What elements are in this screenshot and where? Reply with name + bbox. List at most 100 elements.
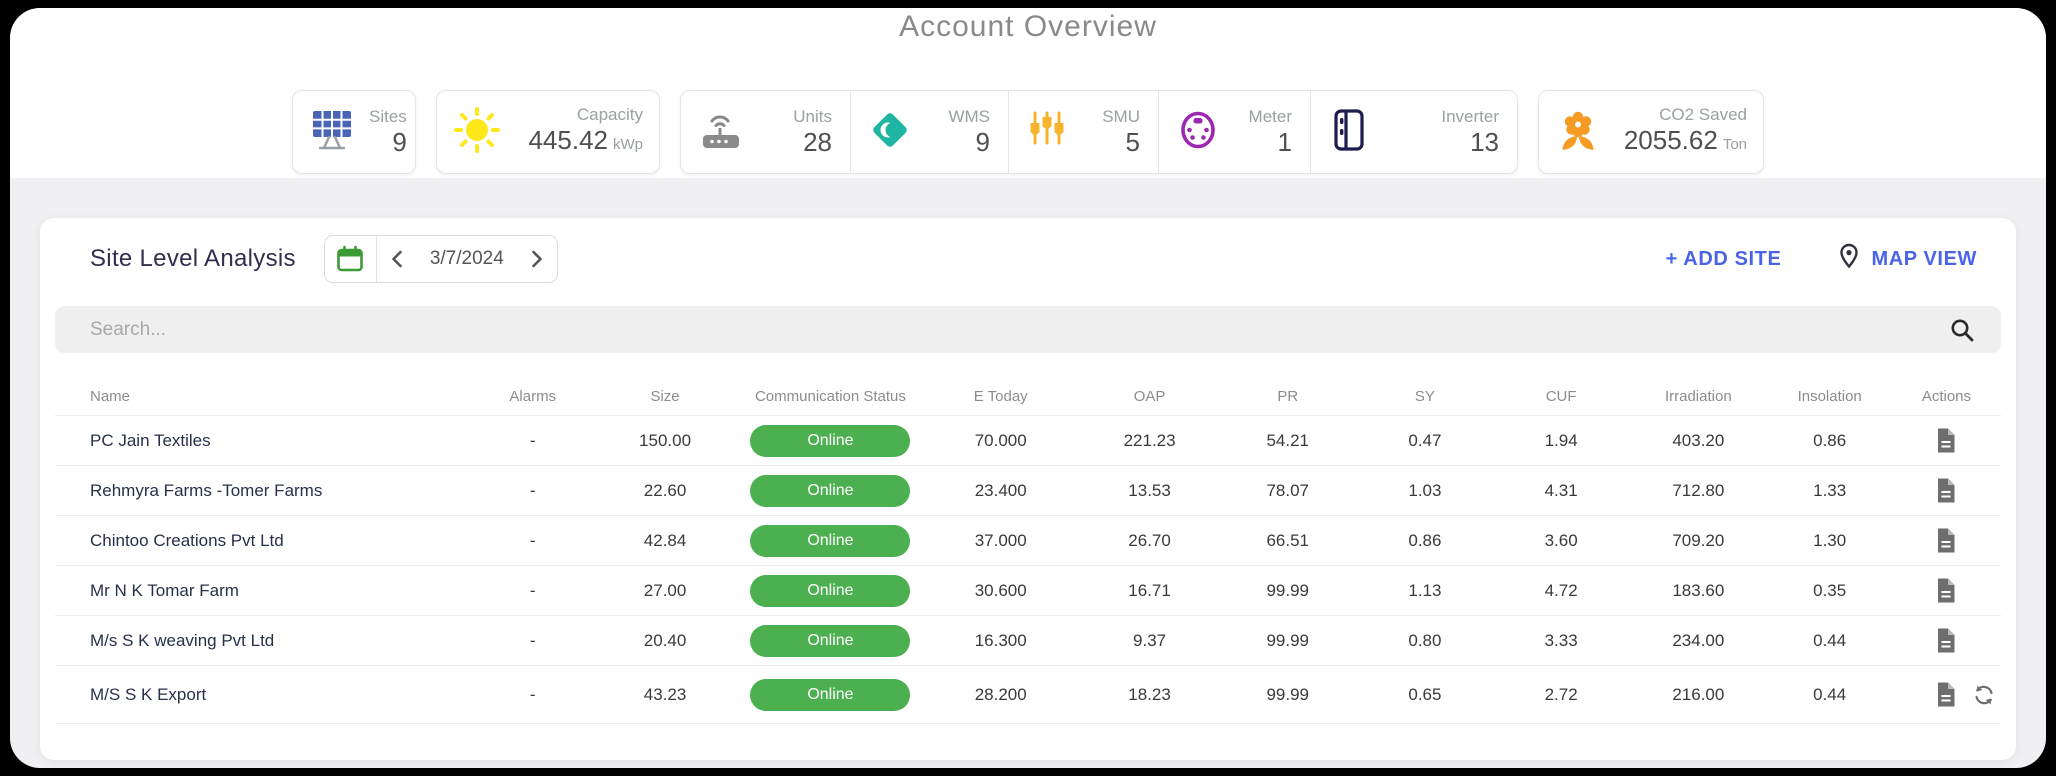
cuf-value: 4.72 (1544, 580, 1578, 600)
capacity-card: Capacity 445.42 kWp (436, 90, 660, 174)
pr-value: 99.99 (1266, 684, 1309, 704)
col-size: Size (650, 387, 680, 405)
site-name[interactable]: PC Jain Textiles (90, 430, 211, 450)
report-icon[interactable] (1935, 477, 1957, 504)
communication-status-cell: Online (740, 678, 921, 711)
controls-row: Site Level Analysis 3/7/2024 (55, 234, 2001, 284)
previous-date-icon[interactable] (377, 236, 417, 282)
pr-value: 78.07 (1266, 480, 1309, 500)
stats-row: Sites 9 (10, 90, 2046, 174)
capacity-value: 445.42 (528, 124, 608, 155)
smu-value: 5 (1125, 127, 1140, 157)
inverter-value: 13 (1470, 127, 1499, 157)
header-actions: + ADD SITE MAP VIEW (1666, 243, 1977, 275)
alarms-value: - (529, 684, 536, 704)
map-view-button[interactable]: MAP VIEW (1839, 243, 1977, 275)
devices-card: Units 28 (680, 90, 1518, 174)
col-communication-status: Communication Status (755, 387, 906, 405)
site-name[interactable]: M/S S K Export (90, 684, 207, 704)
e-today-value: 23.400 (974, 480, 1027, 500)
search-bar (55, 306, 2001, 353)
table-header: Name Alarms Size Communication Status E … (55, 377, 2001, 415)
status-badge: Online (750, 574, 911, 607)
insolation-value: 1.33 (1813, 480, 1847, 500)
sy-value: 0.80 (1408, 630, 1442, 650)
insolation-value: 1.30 (1813, 530, 1847, 550)
irradiation-value: 403.20 (1672, 430, 1725, 450)
sites-value: 9 (392, 127, 407, 157)
weather-station-icon (869, 109, 911, 156)
e-today-value: 70.000 (974, 430, 1027, 450)
irradiation-value: 234.00 (1672, 630, 1725, 650)
meter-cell: Meter 1 (1159, 91, 1311, 173)
col-e-today: E Today (973, 387, 1028, 405)
wms-value: 9 (975, 127, 990, 157)
alarms-value: - (529, 580, 536, 600)
calendar-icon[interactable] (325, 236, 377, 282)
co2-value: 2055.62 (1623, 124, 1718, 155)
e-today-value: 30.600 (974, 580, 1027, 600)
e-today-value: 28.200 (974, 684, 1027, 704)
co2-label: CO2 Saved (1659, 104, 1747, 124)
sun-icon (453, 106, 501, 159)
irradiation-value: 216.00 (1672, 684, 1725, 704)
wms-label: WMS (948, 107, 990, 126)
pr-value: 99.99 (1266, 630, 1309, 650)
units-label: Units (793, 107, 832, 126)
table-row[interactable]: Chintoo Creations Pvt Ltd - 42.84 Online… (55, 515, 2001, 565)
header: Account Overview (10, 8, 2046, 178)
selected-date: 3/7/2024 (429, 248, 504, 269)
inverter-label: Inverter (1441, 107, 1499, 126)
add-site-label: + ADD SITE (1665, 247, 1782, 270)
alarms-value: - (529, 430, 536, 450)
irradiation-value: 183.60 (1672, 580, 1725, 600)
search-input[interactable] (55, 318, 1923, 341)
table-row[interactable]: M/s S K weaving Pvt Ltd - 20.40 Online 1… (55, 615, 2001, 665)
col-alarms: Alarms (509, 387, 557, 405)
report-icon[interactable] (1935, 627, 1957, 654)
capacity-label: Capacity (576, 104, 643, 124)
router-icon (699, 109, 743, 156)
site-name[interactable]: Rehmyra Farms -Tomer Farms (90, 480, 323, 500)
site-name[interactable]: Chintoo Creations Pvt Ltd (90, 530, 284, 550)
map-view-label: MAP VIEW (1871, 247, 1977, 270)
co2-unit: Ton (1722, 135, 1747, 153)
pr-value: 99.99 (1266, 580, 1309, 600)
report-icon[interactable] (1935, 427, 1957, 454)
smu-cell: SMU 5 (1009, 91, 1159, 173)
site-name[interactable]: M/s S K weaving Pvt Ltd (90, 630, 275, 650)
status-badge: Online (750, 424, 911, 457)
capacity-unit: kWp (613, 135, 643, 153)
report-icon[interactable] (1935, 681, 1957, 708)
actions-cell (1892, 427, 2001, 454)
inverter-icon (1329, 108, 1369, 157)
flower-icon (1555, 107, 1601, 158)
report-icon[interactable] (1935, 577, 1957, 604)
size-value: 20.40 (643, 630, 687, 650)
e-today-value: 37.000 (974, 530, 1027, 550)
meter-socket-icon (1177, 109, 1219, 156)
co2-card: CO2 Saved 2055.62 Ton (1538, 90, 1764, 174)
col-pr: PR (1277, 387, 1299, 405)
site-name[interactable]: Mr N K Tomar Farm (90, 580, 239, 600)
sy-value: 0.65 (1408, 684, 1442, 704)
add-site-button[interactable]: + ADD SITE (1666, 248, 1782, 271)
table-row[interactable]: M/S S K Export - 43.23 Online 28.200 18.… (55, 665, 2001, 723)
report-icon[interactable] (1935, 527, 1957, 554)
table-row[interactable]: Rehmyra Farms -Tomer Farms - 22.60 Onlin… (55, 465, 2001, 515)
actions-cell (1892, 681, 2001, 708)
next-date-icon[interactable] (517, 236, 557, 282)
col-cuf: CUF (1545, 387, 1577, 405)
section-heading: Site Level Analysis (90, 245, 296, 272)
app-window: Account Overview (10, 8, 2046, 768)
table-row[interactable]: Mr N K Tomar Farm - 27.00 Online 30.600 … (55, 565, 2001, 615)
units-cell: Units 28 (681, 91, 851, 173)
table-row[interactable]: PC Jain Textiles - 150.00 Online 70.000 … (55, 415, 2001, 465)
sy-value: 1.13 (1408, 580, 1442, 600)
search-icon[interactable] (1923, 317, 2001, 343)
refresh-icon[interactable] (1972, 683, 1996, 707)
wms-cell: WMS 9 (851, 91, 1009, 173)
cuf-value: 3.60 (1544, 530, 1578, 550)
sliders-icon (1027, 109, 1067, 156)
date-picker[interactable]: 3/7/2024 (323, 235, 558, 283)
